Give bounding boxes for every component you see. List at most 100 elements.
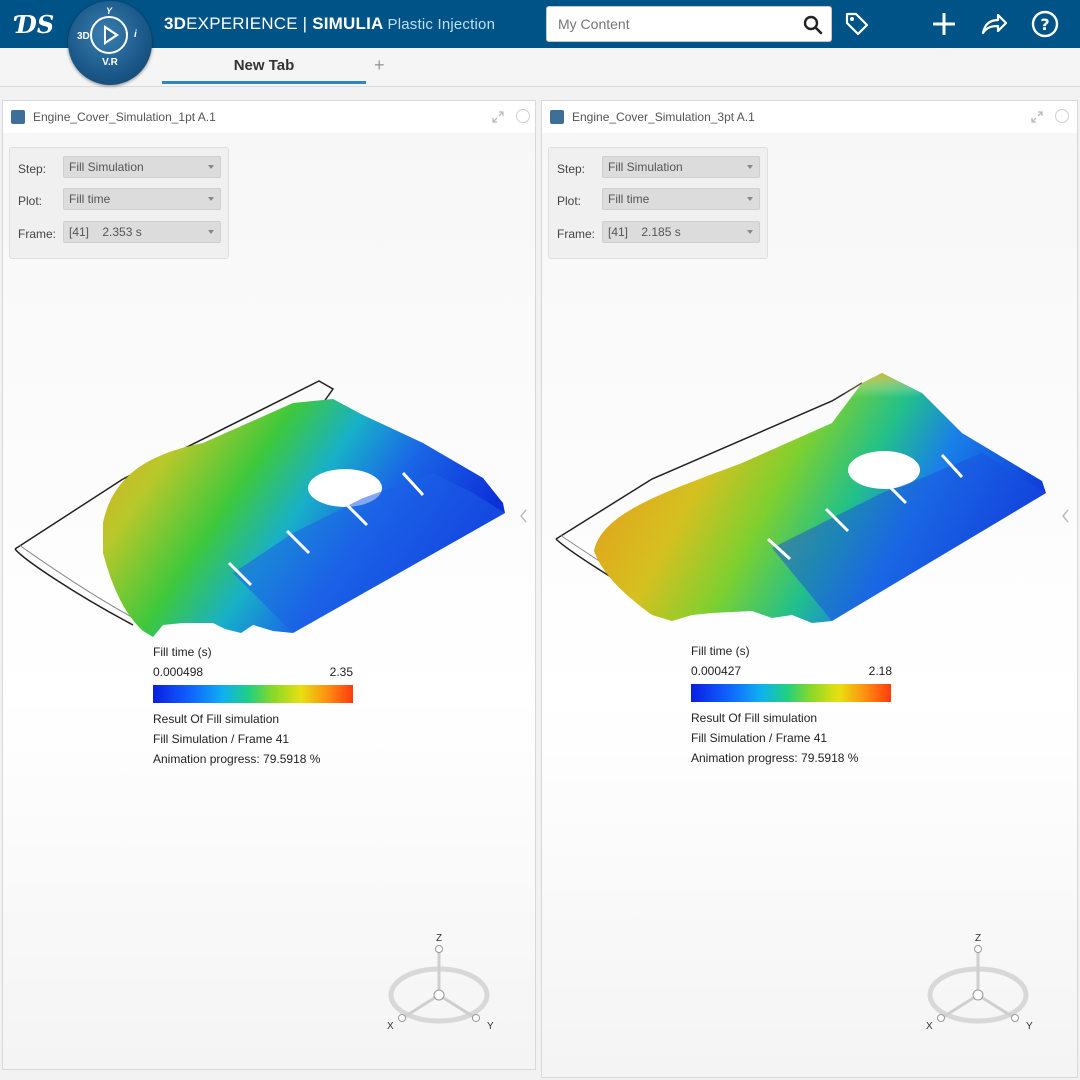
top-bar: ƊS 3DEXPERIENCE | SIMULIA Plastic Injecti… — [0, 0, 1080, 48]
step-row: Step: Fill Simulation — [10, 156, 228, 180]
frame-value: [41] 2.353 s — [69, 225, 142, 239]
panel-title: Engine_Cover_Simulation_3pt A.1 — [572, 110, 755, 124]
plot-label: Plot: — [18, 194, 43, 208]
chevron-down-icon — [747, 165, 753, 169]
chevron-down-icon — [208, 197, 214, 201]
plot-row: Plot: Fill time — [549, 188, 767, 212]
frame-label: Frame: — [18, 227, 57, 241]
dassault-logo-icon[interactable]: ƊS — [14, 6, 54, 42]
app-panel-icon — [550, 110, 564, 124]
frame-select[interactable]: [41] 2.185 s — [602, 221, 760, 243]
tab-bar: New Tab + — [0, 48, 1080, 87]
simulation-panel-3pt: Engine_Cover_Simulation_3pt A.1 Step: Fi… — [541, 100, 1078, 1078]
svg-text:ƊS: ƊS — [14, 10, 54, 39]
simulation-panel-1pt: Engine_Cover_Simulation_1pt A.1 Step: Fi… — [2, 100, 536, 1070]
engine-cover-model[interactable] — [3, 363, 537, 683]
axis-x-label: X — [926, 1021, 933, 1032]
close-icon[interactable] — [1055, 109, 1069, 123]
engine-cover-model[interactable] — [542, 353, 1079, 673]
legend-progress: Animation progress: 79.5918 % — [153, 752, 321, 766]
step-label: Step: — [18, 162, 47, 176]
compass-ring — [90, 16, 128, 54]
step-value: Fill Simulation — [69, 160, 144, 174]
axis-y-label: Y — [487, 1021, 494, 1032]
tab-new-tab[interactable]: New Tab — [162, 48, 366, 84]
color-legend: Fill time (s) 0.000427 2.18 Result Of Fi… — [691, 644, 892, 794]
plus-icon[interactable] — [930, 10, 958, 38]
compass-3d-label[interactable]: 3D — [77, 31, 90, 42]
color-legend: Fill time (s) 0.000498 2.35 Result Of Fi… — [153, 645, 353, 795]
step-row: Step: Fill Simulation — [549, 156, 767, 180]
maximize-icon[interactable] — [1030, 110, 1044, 124]
legend-info: Result Of Fill simulation Fill Simulatio… — [691, 708, 858, 768]
frame-row: Frame: [41] 2.185 s — [549, 221, 767, 245]
search-input[interactable] — [556, 15, 800, 33]
axis-z-label: Z — [975, 933, 982, 944]
tag-icon[interactable] — [843, 10, 871, 38]
compass-widget[interactable]: 3D Y i V.R — [68, 1, 152, 85]
help-icon[interactable]: ? — [1031, 10, 1059, 38]
legend-frame-info: Fill Simulation / Frame 41 — [153, 732, 290, 746]
app-brand-title: 3DEXPERIENCE | SIMULIA Plastic Injection — [164, 14, 496, 33]
frame-select[interactable]: [41] 2.353 s — [63, 221, 221, 243]
legend-frame-info: Fill Simulation / Frame 41 — [691, 731, 828, 745]
legend-result: Result Of Fill simulation — [691, 711, 818, 725]
plot-row: Plot: Fill time — [10, 188, 228, 212]
legend-min: 0.000498 — [153, 665, 204, 679]
chevron-down-icon — [208, 230, 214, 234]
result-controls: Step: Fill Simulation Plot: Fill time Fr… — [9, 147, 229, 259]
search-box[interactable] — [546, 6, 832, 42]
app-name: Plastic Injection — [387, 16, 496, 33]
plot-label: Plot: — [557, 194, 582, 208]
axis-y-label: Y — [1026, 1021, 1033, 1032]
legend-color-bar — [691, 684, 891, 702]
play-icon-inner — [106, 29, 115, 41]
svg-text:?: ? — [1040, 15, 1049, 34]
compass-top-label[interactable]: Y — [106, 6, 113, 16]
plot-select[interactable]: Fill time — [63, 188, 221, 210]
legend-color-bar — [153, 685, 353, 703]
legend-max: 2.35 — [329, 665, 353, 679]
legend-result: Result Of Fill simulation — [153, 712, 280, 726]
chevron-down-icon — [747, 197, 753, 201]
step-select[interactable]: Fill Simulation — [602, 156, 760, 178]
frame-value: [41] 2.185 s — [608, 225, 681, 239]
add-tab-button[interactable]: + — [374, 55, 385, 75]
legend-title: Fill time (s) — [153, 645, 212, 659]
axis-triad[interactable]: Z X Y — [920, 933, 1033, 1043]
3d-viewport[interactable]: Step: Fill Simulation Plot: Fill time Fr… — [542, 133, 1077, 1077]
step-value: Fill Simulation — [608, 160, 683, 174]
plot-value: Fill time — [608, 192, 650, 206]
legend-min: 0.000427 — [691, 664, 742, 678]
chevron-left-icon[interactable] — [1061, 509, 1071, 523]
chevron-down-icon — [208, 165, 214, 169]
axis-x-label: X — [387, 1021, 394, 1032]
panel-title: Engine_Cover_Simulation_1pt A.1 — [33, 110, 216, 124]
axis-triad-icon — [388, 945, 490, 1024]
chevron-down-icon — [747, 230, 753, 234]
step-label: Step: — [557, 162, 586, 176]
axis-triad[interactable]: Z X Y — [381, 933, 494, 1043]
3d-viewport[interactable]: Step: Fill Simulation Plot: Fill time Fr… — [3, 133, 535, 1069]
compass-bottom-label[interactable]: V.R — [102, 57, 118, 68]
legend-max: 2.18 — [868, 664, 892, 678]
chevron-left-icon[interactable] — [519, 509, 529, 523]
step-select[interactable]: Fill Simulation — [63, 156, 221, 178]
result-controls: Step: Fill Simulation Plot: Fill time Fr… — [548, 147, 768, 259]
maximize-icon[interactable] — [491, 110, 505, 124]
frame-label: Frame: — [557, 227, 596, 241]
compass-right-label[interactable]: i — [134, 29, 137, 40]
axis-z-label: Z — [436, 933, 443, 944]
frame-row: Frame: [41] 2.353 s — [10, 221, 228, 245]
panel-header: Engine_Cover_Simulation_1pt A.1 — [3, 101, 535, 134]
app-panel-icon — [11, 110, 25, 124]
legend-progress: Animation progress: 79.5918 % — [691, 751, 859, 765]
panel-header: Engine_Cover_Simulation_3pt A.1 — [542, 101, 1077, 134]
plot-select[interactable]: Fill time — [602, 188, 760, 210]
legend-info: Result Of Fill simulation Fill Simulatio… — [153, 709, 320, 769]
close-icon[interactable] — [516, 109, 530, 123]
share-icon[interactable] — [980, 10, 1008, 38]
search-icon[interactable] — [803, 15, 823, 35]
axis-triad-icon — [927, 945, 1029, 1024]
plot-value: Fill time — [69, 192, 111, 206]
